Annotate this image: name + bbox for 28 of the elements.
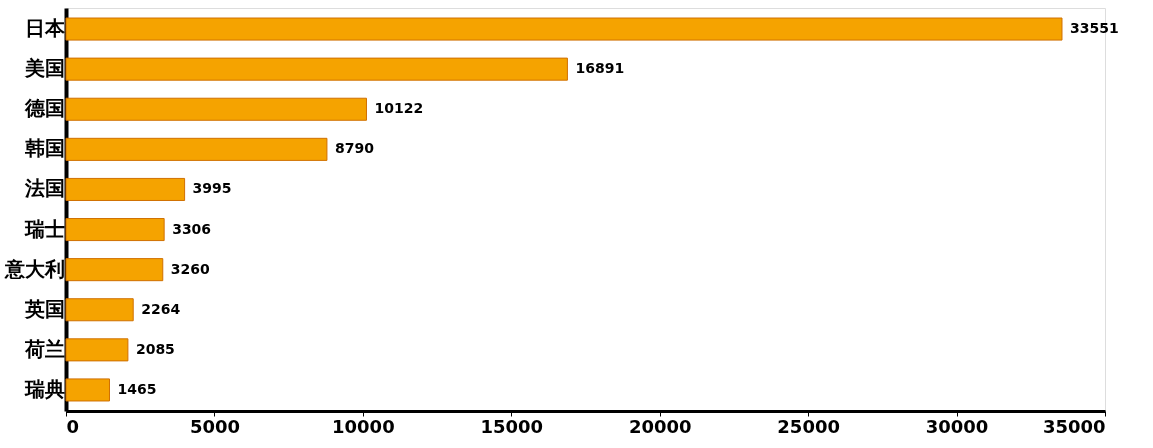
y-tick-label: 法国 <box>23 176 65 201</box>
y-tick-label: 韩国 <box>23 136 65 161</box>
x-tick-label: 30000 <box>925 415 989 437</box>
y-tick-label: 美国 <box>23 56 65 81</box>
data-label: 2085 <box>135 340 175 357</box>
y-tick-label: 德国 <box>23 96 65 121</box>
data-label: 16891 <box>575 60 625 77</box>
y-tick-label: 瑞典 <box>23 376 65 401</box>
data-label: 10122 <box>374 100 424 117</box>
data-label: 33551 <box>1069 20 1119 37</box>
x-tick-label: 5000 <box>189 415 240 437</box>
x-tick-label: 20000 <box>628 415 692 437</box>
data-label: 3306 <box>172 220 212 237</box>
y-tick-label: 意大利 <box>3 256 65 281</box>
y-tick-label: 瑞士 <box>23 216 65 241</box>
x-tick-label: 15000 <box>480 415 544 437</box>
x-tick-label: 10000 <box>332 415 395 437</box>
data-label: 3260 <box>170 260 210 277</box>
data-label: 1465 <box>117 380 157 397</box>
x-tick-label: 25000 <box>777 415 840 437</box>
y-tick-label: 荷兰 <box>23 336 65 361</box>
x-tick-label: 35000 <box>1042 415 1106 437</box>
x-tick-label: 0 <box>66 415 80 437</box>
data-label: 3995 <box>192 180 232 197</box>
data-label: 2264 <box>141 300 181 317</box>
data-label: 8790 <box>334 140 375 157</box>
y-tick-label: 英国 <box>23 296 65 321</box>
y-tick-label: 日本 <box>24 16 66 41</box>
